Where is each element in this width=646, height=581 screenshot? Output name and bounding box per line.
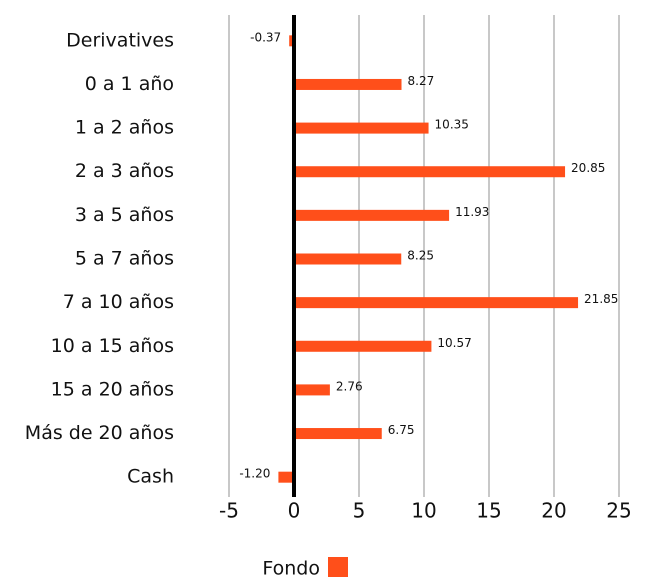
category-label: 7 a 10 años — [63, 291, 174, 313]
bar — [294, 428, 382, 440]
legend-swatch — [328, 557, 348, 577]
value-label: -0.37 — [250, 30, 281, 44]
bar — [294, 253, 402, 265]
value-label: 11.93 — [455, 205, 489, 219]
bar — [294, 166, 566, 178]
x-tick-label: 15 — [476, 499, 501, 523]
bar — [294, 122, 429, 134]
value-label: 6.75 — [388, 423, 415, 437]
bar — [278, 471, 294, 483]
category-label: 10 a 15 años — [51, 335, 174, 357]
category-label: 2 a 3 años — [75, 160, 174, 182]
value-label: 2.76 — [336, 379, 363, 393]
bar — [294, 340, 432, 352]
bar — [289, 35, 294, 47]
value-label: 10.35 — [435, 118, 469, 132]
x-tick-label: 10 — [411, 499, 436, 523]
category-label: 15 a 20 años — [51, 378, 174, 400]
category-label: Cash — [127, 466, 174, 488]
category-label: 0 a 1 año — [85, 73, 174, 95]
x-tick-label: 0 — [288, 499, 301, 523]
category-label: 1 a 2 años — [75, 117, 174, 139]
bar — [294, 384, 330, 396]
value-label: 10.57 — [437, 336, 471, 350]
bar — [294, 78, 402, 90]
category-label: Más de 20 años — [25, 422, 174, 444]
value-label: 21.85 — [584, 292, 618, 306]
bar — [294, 297, 579, 309]
x-tick-label: 20 — [541, 499, 566, 523]
category-label: 5 a 7 años — [75, 248, 174, 270]
x-tick-label: 25 — [606, 499, 631, 523]
x-tick-label: -5 — [219, 499, 239, 523]
legend-label: Fondo — [262, 558, 320, 580]
value-label: 8.27 — [408, 74, 435, 88]
x-tick-label: 5 — [353, 499, 366, 523]
bar — [294, 209, 450, 221]
value-label: -1.20 — [239, 467, 270, 481]
value-label: 8.25 — [407, 249, 434, 263]
category-label: 3 a 5 años — [75, 204, 174, 226]
value-label: 20.85 — [571, 161, 605, 175]
category-label: Derivatives — [66, 29, 174, 51]
